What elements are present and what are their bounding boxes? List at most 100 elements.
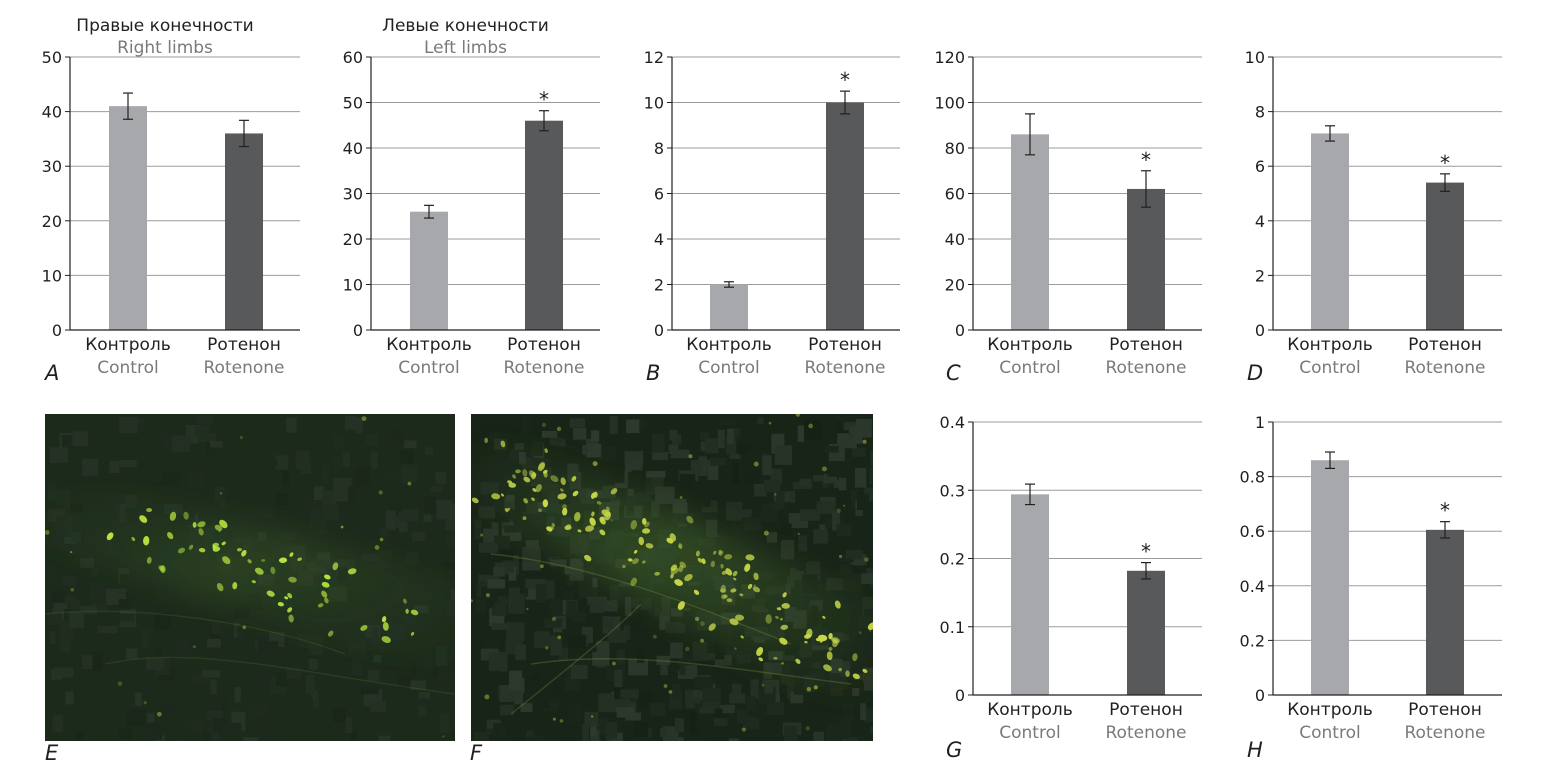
y-tick-label: 6	[654, 185, 664, 204]
labelled-neurons	[45, 416, 445, 738]
chart-title-ru: Правые конечности	[76, 16, 253, 36]
bar-control	[1011, 134, 1049, 330]
y-tick-label: 50	[343, 94, 363, 113]
chart-panel-0: 0 10 20 30 40 50 Контроль Control Ротенон Rotenon…	[42, 16, 300, 385]
panel-label-H: H	[1247, 738, 1263, 762]
bar-rotenone	[1426, 182, 1464, 330]
significance-marker: *	[1440, 151, 1450, 175]
category-label-en: Rotenone	[1106, 358, 1187, 378]
y-tick-label: 0.8	[1240, 468, 1265, 487]
panel-label-F: F	[470, 741, 483, 765]
y-tick-label: 2	[1255, 266, 1265, 285]
significance-marker: *	[1440, 499, 1450, 523]
y-tick-label: 0	[1255, 321, 1265, 340]
bar-control	[1311, 460, 1349, 695]
y-tick-label: 80	[945, 139, 965, 158]
y-tick-label: 0.4	[1240, 577, 1265, 596]
y-tick-label: 20	[343, 230, 363, 249]
charts-layer: 01020304050КонтрольControlРотенонRotenon…	[42, 16, 1502, 762]
y-tick-label: 10	[644, 94, 664, 113]
micrograph-labels: E F	[45, 741, 483, 765]
bar-rotenone	[1127, 570, 1165, 695]
y-tick-label: 0	[1255, 686, 1265, 705]
y-tick-label: 60	[945, 185, 965, 204]
category-label-en: Rotenone	[805, 358, 886, 378]
category-label-ru: Контроль	[1287, 700, 1373, 720]
bar-rotenone	[826, 102, 864, 330]
category-label-en: Rotenone	[1106, 723, 1187, 743]
y-tick-label: 60	[343, 48, 363, 67]
bar-rotenone	[525, 120, 563, 330]
category-label-ru: Ротенон	[1408, 335, 1482, 355]
bar-control	[410, 211, 448, 330]
category-label-ru: Контроль	[987, 700, 1073, 720]
y-tick-label: 8	[654, 139, 664, 158]
category-label-en: Control	[97, 358, 158, 378]
y-tick-label: 12	[644, 48, 664, 67]
significance-marker: *	[1141, 148, 1151, 172]
chart-panel-2: 0 2 4 6 8 10 12 Контроль Control * Ротенон Rotenone…	[644, 48, 900, 385]
chart-panel-1: 0 10 20 30 40 50 60 Контроль Control * Ротенон Rote…	[343, 16, 600, 378]
y-tick-label: 20	[42, 212, 62, 231]
y-tick-label: 2	[654, 276, 664, 295]
chart-title-en: Right limbs	[117, 38, 213, 58]
chart-title-en: Left limbs	[424, 38, 507, 58]
category-label-ru: Контроль	[386, 335, 472, 355]
bar-rotenone	[225, 133, 263, 330]
y-tick-label: 20	[945, 276, 965, 295]
y-tick-label: 4	[654, 230, 664, 249]
category-label-en: Control	[698, 358, 759, 378]
bar-control	[1011, 494, 1049, 695]
chart-title-ru: Левые конечности	[382, 16, 549, 36]
panel-label-D: D	[1247, 361, 1263, 385]
significance-marker: *	[1141, 540, 1151, 564]
y-tick-label: 8	[1255, 103, 1265, 122]
y-tick-label: 0	[52, 321, 62, 340]
chart-panel-3: 0 20 40 60 80 100 120 Контроль Control * Ротенон Ro…	[934, 48, 1202, 385]
y-tick-label: 0.3	[940, 481, 965, 500]
category-label-en: Rotenone	[1405, 358, 1486, 378]
category-label-en: Control	[1299, 358, 1360, 378]
category-label-ru: Ротенон	[507, 335, 581, 355]
y-tick-label: 0	[955, 321, 965, 340]
category-label-en: Control	[398, 358, 459, 378]
category-label-en: Control	[999, 723, 1060, 743]
category-label-ru: Контроль	[987, 335, 1073, 355]
y-tick-label: 10	[42, 266, 62, 285]
y-tick-label: 1	[1255, 413, 1265, 432]
panel-label-C: C	[946, 361, 961, 385]
category-label-en: Control	[999, 358, 1060, 378]
chart-panel-5: 0 0.1 0.2 0.3 0.4 Контроль Control * Ротенон Rote…	[940, 413, 1202, 762]
y-tick-label: 0.1	[940, 618, 965, 637]
category-label-ru: Контроль	[1287, 335, 1373, 355]
category-label-ru: Ротенон	[1109, 335, 1183, 355]
y-tick-label: 50	[42, 48, 62, 67]
category-label-ru: Контроль	[686, 335, 772, 355]
y-tick-label: 40	[343, 139, 363, 158]
micrograph-rotenone	[471, 414, 873, 741]
category-label-en: Rotenone	[204, 358, 285, 378]
bar-rotenone	[1426, 529, 1464, 695]
category-label-en: Rotenone	[504, 358, 585, 378]
micrograph-control	[45, 414, 455, 741]
y-tick-label: 100	[934, 94, 965, 113]
category-label-en: Control	[1299, 723, 1360, 743]
y-tick-label: 120	[934, 48, 965, 67]
bar-control	[710, 284, 748, 330]
bar-control	[109, 106, 147, 330]
y-tick-label: 40	[945, 230, 965, 249]
panel-label-G: G	[946, 738, 962, 762]
micrograph-rotenone-image	[471, 414, 873, 741]
fibres	[45, 610, 455, 695]
y-tick-label: 0.2	[1240, 631, 1265, 650]
y-tick-label: 0	[955, 686, 965, 705]
y-tick-label: 0.6	[1240, 522, 1265, 541]
y-tick-label: 0	[654, 321, 664, 340]
y-tick-label: 30	[343, 185, 363, 204]
panel-label-E: E	[45, 741, 59, 765]
y-tick-label: 10	[1245, 48, 1265, 67]
y-tick-label: 0	[353, 321, 363, 340]
panel-label-B: B	[646, 361, 660, 385]
y-tick-label: 0.4	[940, 413, 965, 432]
